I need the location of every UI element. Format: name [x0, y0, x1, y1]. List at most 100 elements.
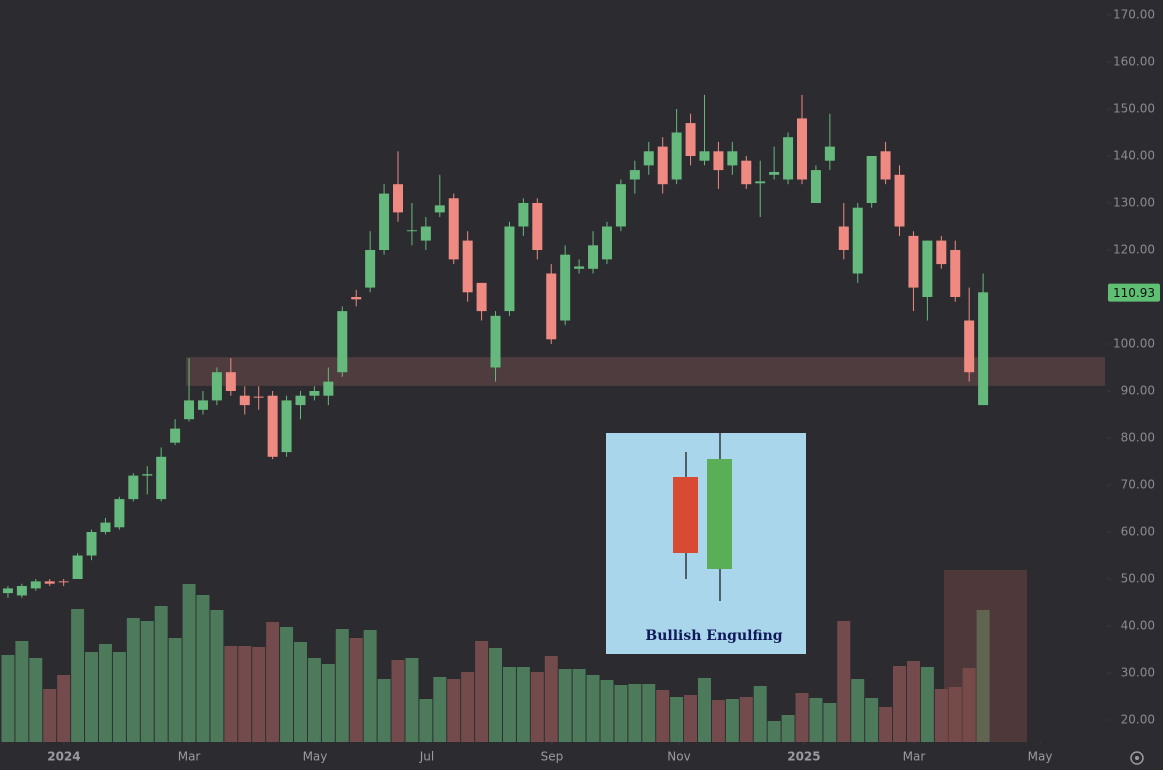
candle-body — [713, 151, 724, 171]
y-tick-label: 130.00 — [1113, 195, 1155, 209]
y-tick-label: 160.00 — [1113, 54, 1155, 68]
volume-bar — [307, 658, 321, 742]
volume-bar — [670, 697, 684, 742]
y-tick-label: 140.00 — [1113, 148, 1155, 162]
candle-body — [239, 395, 250, 406]
volume-bar — [71, 609, 85, 742]
candle-body — [504, 226, 515, 312]
candle-body — [936, 240, 947, 265]
candle-body — [100, 522, 111, 533]
volume-bar — [405, 658, 419, 742]
candle-body — [406, 230, 417, 232]
candle-body — [685, 123, 696, 156]
volume-bar — [461, 672, 475, 742]
candle-body — [546, 273, 557, 340]
candle-body — [476, 282, 487, 312]
settings-icon[interactable] — [1130, 751, 1144, 765]
volume-bar — [516, 667, 530, 742]
candle-body — [420, 226, 431, 241]
volume-bar — [837, 621, 851, 742]
y-tick-label: 170.00 — [1113, 7, 1155, 21]
x-tick-label: Mar — [903, 750, 926, 764]
y-tick-label: 40.00 — [1121, 619, 1155, 633]
candle-body — [783, 137, 794, 180]
candle-body — [44, 581, 55, 584]
candle-body — [601, 226, 612, 260]
candle-body — [643, 151, 654, 166]
settings-dot[interactable] — [1135, 756, 1139, 760]
volume-bar — [447, 679, 461, 742]
last-price-label: 110.93 — [1113, 286, 1155, 300]
volume-bar — [238, 646, 252, 742]
volume-bar — [168, 638, 182, 742]
candle-body — [755, 181, 766, 184]
volume-bar — [558, 669, 572, 742]
candle-body — [866, 155, 877, 203]
candle-body — [16, 586, 27, 596]
candle-body — [797, 118, 808, 180]
volume-bar — [544, 656, 558, 742]
volume-bar — [628, 684, 642, 742]
inset-box — [606, 433, 806, 654]
volume-bar — [642, 684, 656, 742]
volume-bar — [419, 699, 433, 742]
volume-bar — [948, 687, 962, 742]
volume-bar — [489, 648, 503, 742]
volume-bar — [98, 644, 112, 742]
candle-body — [824, 146, 835, 161]
volume-layer — [1, 584, 990, 742]
candle-body — [629, 170, 640, 180]
candle-body — [490, 315, 501, 368]
volume-bar — [781, 715, 795, 742]
candle-body — [295, 395, 306, 406]
y-tick-label: 20.00 — [1121, 713, 1155, 727]
candle-body — [128, 475, 139, 500]
volume-bar — [865, 698, 879, 742]
settings-ring[interactable] — [1130, 751, 1144, 765]
y-tick-label: 100.00 — [1113, 336, 1155, 350]
axes-layer: 20.00 30.00 40.00 50.00 60.00 70.00 80.00 90.00… — [47, 7, 1160, 764]
candle-body — [699, 151, 710, 161]
candle-body — [184, 400, 195, 420]
volume-bar — [502, 667, 516, 742]
candle-body — [281, 400, 292, 453]
volume-bar — [809, 698, 823, 742]
x-tick-label: 2025 — [787, 750, 820, 764]
volume-bar — [823, 703, 837, 742]
candle-body — [337, 311, 348, 373]
candle-body — [741, 160, 752, 185]
y-tick-label: 80.00 — [1121, 430, 1155, 444]
candle-body — [922, 240, 933, 297]
volume-bar — [224, 646, 238, 742]
candle-layer — [2, 94, 989, 598]
volume-bar — [321, 664, 335, 742]
candle-body — [211, 372, 222, 401]
candle-body — [72, 555, 83, 580]
volume-bar — [363, 630, 377, 742]
candle-body — [267, 395, 278, 457]
volume-bar — [739, 697, 753, 742]
volume-bar — [795, 693, 809, 742]
candle-body — [462, 240, 473, 293]
candle-body — [518, 202, 529, 227]
y-tick-label: 30.00 — [1121, 666, 1155, 680]
highlight-box — [944, 570, 1027, 742]
y-tick-label: 90.00 — [1121, 383, 1155, 397]
y-tick-label: 50.00 — [1121, 572, 1155, 586]
candle-body — [978, 292, 989, 406]
volume-bar — [976, 610, 990, 742]
volume-bar — [753, 686, 767, 742]
candle-body — [30, 581, 41, 589]
volume-bar — [906, 661, 920, 742]
candle-body — [253, 396, 264, 398]
candle-body — [448, 198, 459, 260]
volume-bar — [349, 638, 363, 742]
x-tick-label: Nov — [667, 750, 690, 764]
volume-bar — [182, 584, 196, 742]
volume-bar — [210, 610, 224, 742]
candle-body — [657, 146, 668, 185]
volume-bar — [893, 666, 907, 742]
y-tick-label: 70.00 — [1121, 478, 1155, 492]
candle-body — [351, 296, 362, 300]
